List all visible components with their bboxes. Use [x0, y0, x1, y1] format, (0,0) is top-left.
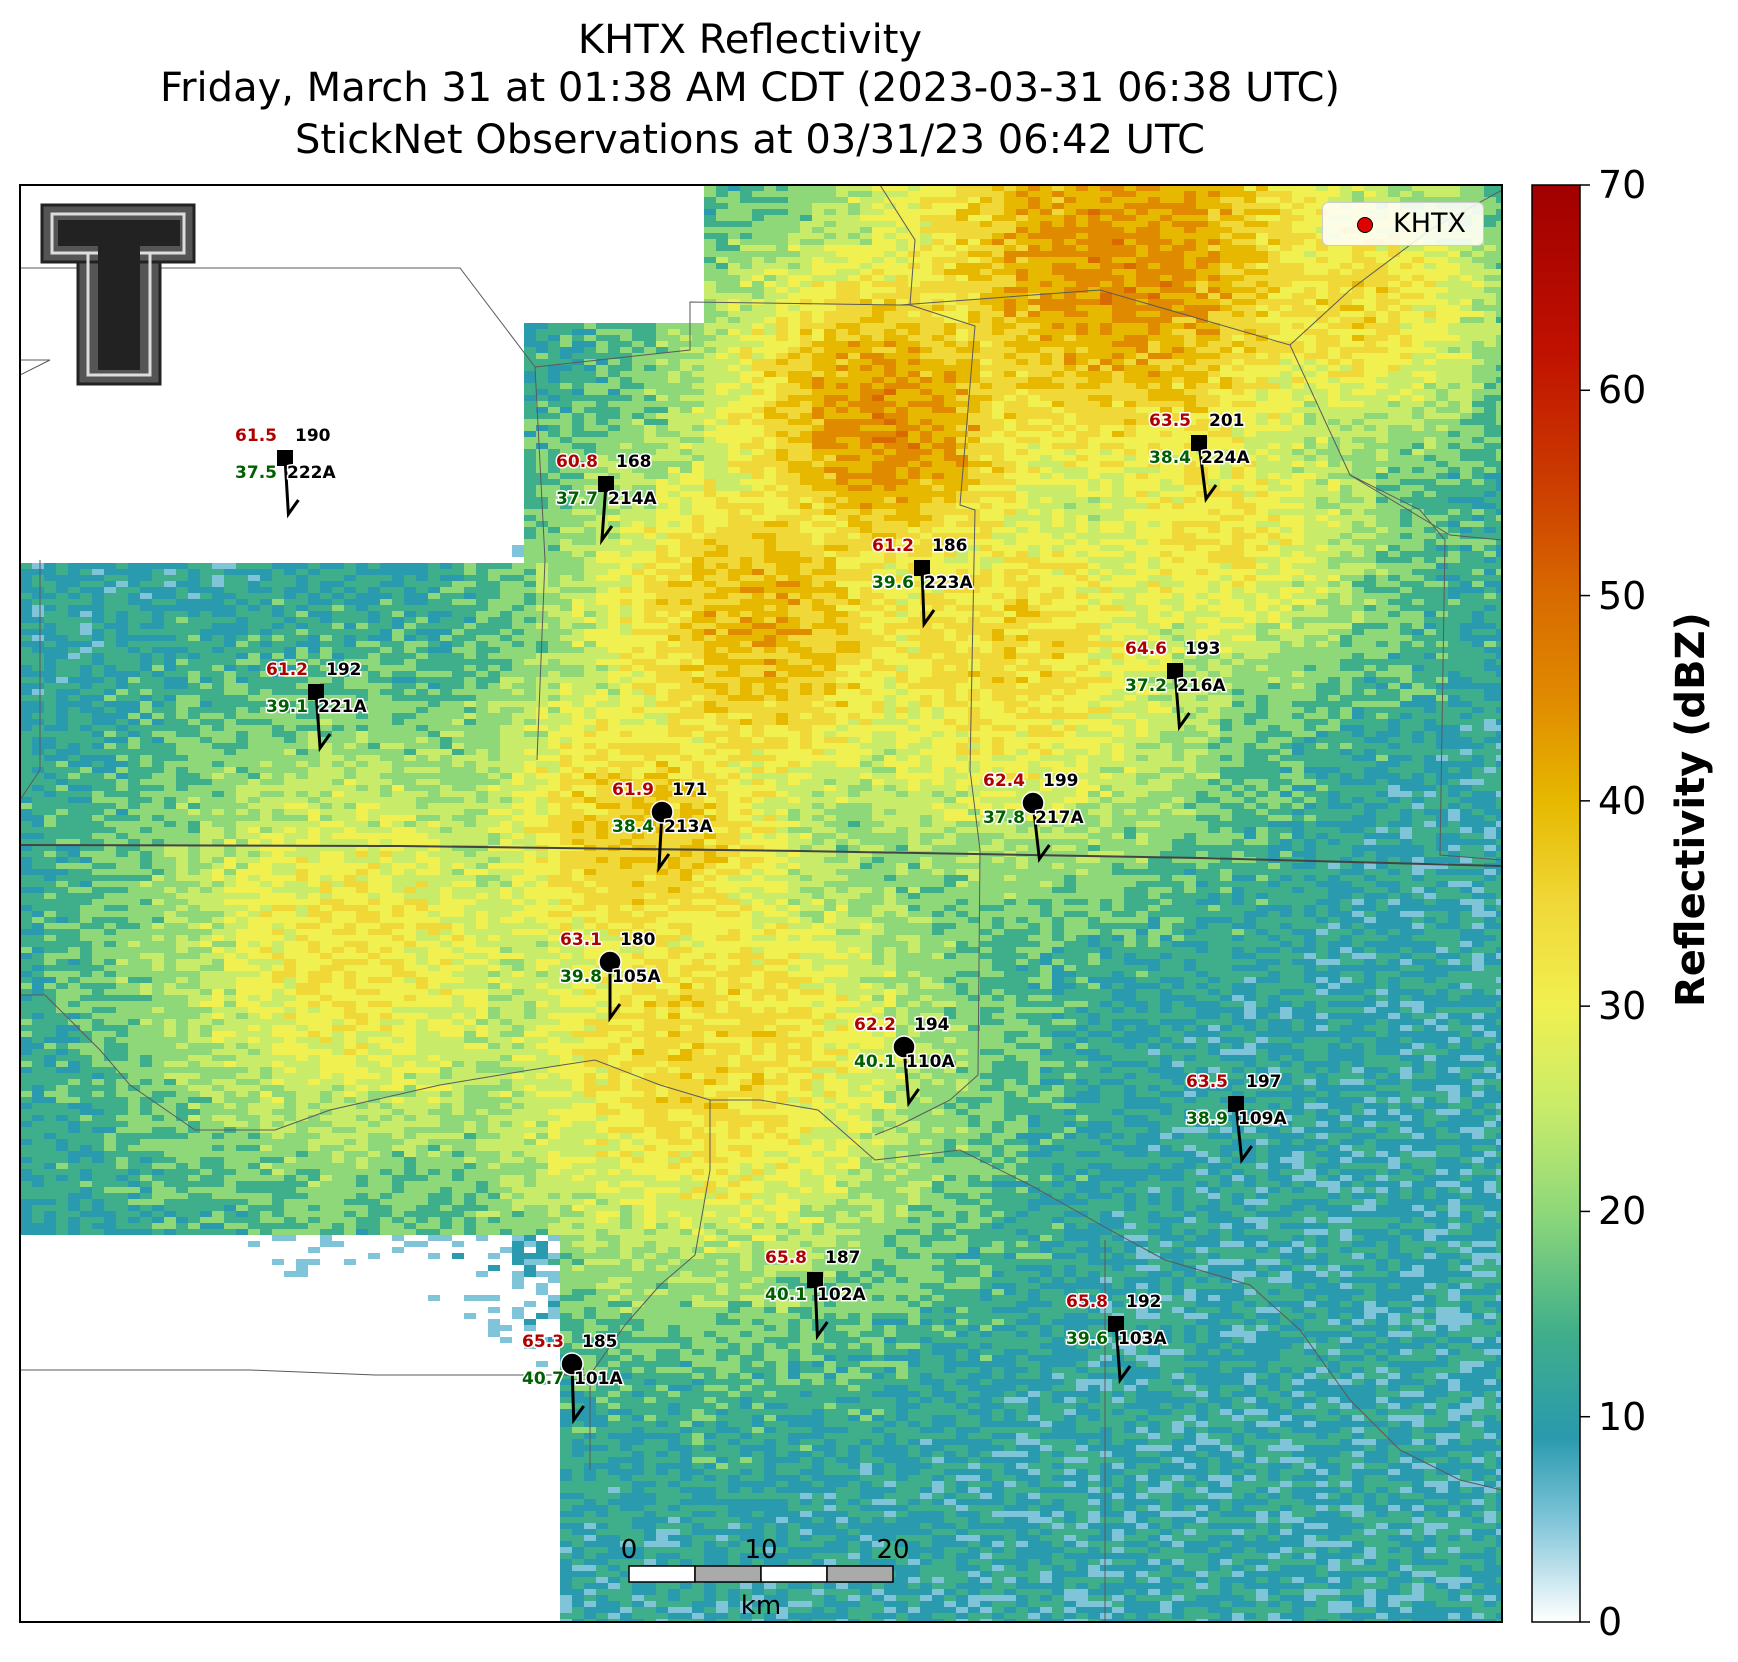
station-dewpoint: 40.1: [765, 1285, 807, 1305]
station-id: 217A: [1035, 808, 1084, 828]
station-dewpoint: 37.5: [235, 463, 277, 483]
station-id: 101A: [574, 1369, 623, 1389]
station-wind-direction: 197: [1246, 1072, 1282, 1092]
station-id: 216A: [1177, 676, 1226, 696]
station-id: 105A: [612, 967, 661, 987]
station-dewpoint: 40.1: [854, 1052, 896, 1072]
colorbar-tick-20: 20: [1598, 1189, 1646, 1233]
station-dewpoint: 38.9: [1186, 1109, 1228, 1129]
station-id: 110A: [906, 1052, 955, 1072]
station-id: 102A: [817, 1285, 866, 1305]
station-temperature: 64.6: [1125, 639, 1167, 659]
station-id: 224A: [1201, 448, 1250, 468]
station-temperature: 63.1: [560, 930, 602, 950]
station-wind-direction: 171: [672, 780, 708, 800]
station-id: 221A: [318, 697, 367, 717]
colorbar-tick-30: 30: [1598, 984, 1646, 1028]
khtx-marker-icon: [1357, 217, 1373, 233]
station-temperature: 65.8: [1066, 1292, 1108, 1312]
station-wind-direction: 199: [1043, 771, 1079, 791]
station-id: 214A: [608, 489, 657, 509]
texas-tech-logo-icon: [42, 205, 194, 384]
station-wind-direction: 187: [825, 1248, 861, 1268]
colorbar-tick-60: 60: [1598, 368, 1646, 412]
station-222A: 61.5 190 37.5 222A: [235, 426, 336, 514]
legend-label: KHTX: [1393, 203, 1466, 245]
station-temperature: 61.9: [612, 780, 654, 800]
station-temperature: 63.5: [1149, 411, 1191, 431]
station-wind-direction: 192: [1126, 1292, 1162, 1312]
station-wind-direction: 190: [295, 426, 331, 446]
legend: KHTX: [1322, 202, 1484, 246]
colorbar-tick-70: 70: [1598, 163, 1646, 207]
colorbar: [1532, 185, 1590, 1622]
colorbar-tick-40: 40: [1598, 779, 1646, 823]
station-wind-direction: 193: [1185, 639, 1221, 659]
station-dewpoint: 37.7: [556, 489, 598, 509]
station-id: 222A: [287, 463, 336, 483]
station-id: 103A: [1118, 1329, 1167, 1349]
station-temperature: 60.8: [556, 452, 598, 472]
station-temperature: 61.2: [872, 536, 914, 556]
colorbar-tick-0: 0: [1598, 1600, 1622, 1644]
scalebar-tick-20: 20: [876, 1535, 909, 1565]
colorbar-label: Reflectivity (dBZ): [1668, 612, 1714, 1007]
station-temperature: 65.8: [765, 1248, 807, 1268]
station-temperature: 61.5: [235, 426, 277, 446]
station-dewpoint: 37.8: [983, 808, 1025, 828]
scalebar-tick-0: 0: [621, 1535, 638, 1565]
scalebar-tick-10: 10: [744, 1535, 777, 1565]
station-dewpoint: 38.4: [612, 817, 654, 837]
station-wind-direction: 185: [582, 1332, 618, 1352]
reflectivity-field: [20, 185, 1508, 1625]
station-dewpoint: 39.1: [266, 697, 308, 717]
station-dewpoint: 39.8: [560, 967, 602, 987]
colorbar-tick-10: 10: [1598, 1395, 1646, 1439]
station-dewpoint: 37.2: [1125, 676, 1167, 696]
station-wind-direction: 194: [914, 1015, 950, 1035]
station-id: 109A: [1238, 1109, 1287, 1129]
station-wind-direction: 180: [620, 930, 656, 950]
station-dewpoint: 39.6: [1066, 1329, 1108, 1349]
station-temperature: 63.5: [1186, 1072, 1228, 1092]
station-dewpoint: 39.6: [872, 573, 914, 593]
colorbar-tick-50: 50: [1598, 574, 1646, 618]
station-wind-direction: 201: [1209, 411, 1245, 431]
station-wind-direction: 186: [932, 536, 968, 556]
station-id: 223A: [924, 573, 973, 593]
station-wind-direction: 192: [326, 660, 362, 680]
station-temperature: 62.2: [854, 1015, 896, 1035]
station-dewpoint: 38.4: [1149, 448, 1191, 468]
station-dewpoint: 40.7: [522, 1369, 564, 1389]
station-temperature: 65.3: [522, 1332, 564, 1352]
station-wind-direction: 168: [616, 452, 652, 472]
scalebar-unit: km: [741, 1591, 781, 1621]
station-id: 213A: [664, 817, 713, 837]
station-temperature: 62.4: [983, 771, 1025, 791]
station-temperature: 61.2: [266, 660, 308, 680]
